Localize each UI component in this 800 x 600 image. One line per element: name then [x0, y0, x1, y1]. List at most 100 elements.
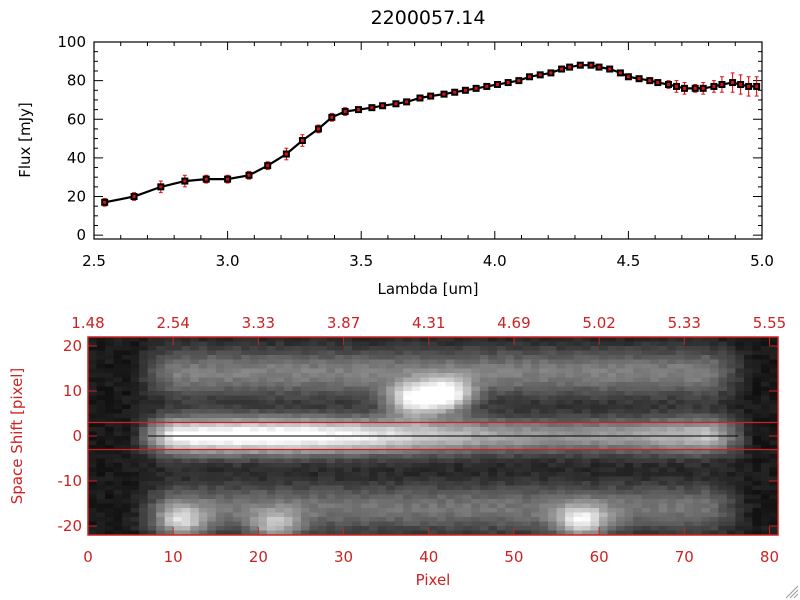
image-pixel [164, 467, 174, 473]
image-pixel [394, 337, 404, 342]
image-pixel [241, 485, 251, 491]
image-pixel [539, 337, 549, 342]
image-pixel [232, 445, 242, 450]
image-pixel [599, 472, 608, 477]
image-pixel [667, 440, 677, 446]
image-pixel [292, 409, 302, 414]
image-pixel [275, 400, 285, 405]
image-pixel [479, 364, 489, 369]
image-pixel [105, 404, 114, 410]
image-pixel [658, 350, 668, 356]
image-pixel [139, 391, 148, 396]
image-pixel [420, 427, 430, 432]
image-pixel [232, 422, 242, 428]
image-pixel [386, 422, 395, 428]
image-pixel [164, 530, 174, 536]
image-pixel [156, 337, 165, 342]
image-pixel [156, 391, 165, 396]
image-pixel [386, 517, 395, 522]
image-pixel [232, 436, 242, 441]
image-pixel [650, 476, 660, 482]
image-pixel [445, 503, 455, 509]
image-pixel [743, 422, 753, 428]
image-pixel [471, 418, 481, 423]
image-pixel [309, 499, 319, 504]
resize-grip[interactable] [785, 585, 799, 599]
image-panel: 0 10 20 30 40 50 60 70 80 1.48 2.54 3.33 3.87 4.31 4.… [8, 314, 786, 589]
image-pixel [539, 364, 549, 369]
image-pixel [437, 386, 447, 392]
image-pixel [283, 413, 293, 419]
image-pixel [650, 436, 660, 441]
image-pixel [445, 436, 455, 441]
image-pixel [139, 458, 148, 464]
image-pixel [692, 431, 702, 437]
image-pixel [198, 337, 208, 342]
image-pixel [283, 440, 293, 446]
image-pixel [667, 508, 677, 513]
image-pixel [684, 418, 694, 423]
chart-title: 2200057.14 [371, 7, 486, 29]
image-pixel [573, 364, 583, 369]
image-pixel [241, 377, 251, 383]
image-pixel [599, 530, 608, 536]
image-pixel [411, 526, 421, 531]
image-pixel [684, 409, 694, 414]
image-pixel [743, 391, 753, 396]
image-pixel [224, 476, 234, 482]
image-pixel [283, 422, 293, 428]
image-pixel [624, 364, 634, 369]
image-pixel [326, 391, 336, 396]
image-pixel [488, 499, 498, 504]
image-pixel [530, 368, 540, 374]
image-pixel [692, 395, 702, 401]
image-pixel [556, 400, 566, 405]
image-pixel [224, 521, 234, 527]
image-pixel [156, 494, 165, 500]
image-x-tick-label: 30 [334, 548, 353, 566]
image-pixel [266, 359, 276, 365]
image-pixel [335, 364, 344, 369]
image-pixel [718, 382, 728, 387]
image-pixel [522, 526, 532, 531]
image-pixel [147, 449, 157, 455]
image-pixel [692, 481, 702, 486]
image-pixel [684, 431, 694, 437]
image-pixel [684, 373, 694, 378]
image-pixel [190, 463, 200, 468]
image-pixel [454, 359, 464, 365]
image-pixel [565, 449, 574, 455]
image-pixel [249, 386, 259, 392]
image-pixel [607, 368, 617, 374]
image-pixel [539, 481, 549, 486]
image-pixel [760, 341, 770, 347]
image-pixel [266, 386, 276, 392]
image-pixel [258, 436, 268, 441]
image-pixel [471, 355, 481, 360]
image-pixel [156, 440, 165, 446]
image-pixel [743, 467, 753, 473]
image-pixel [565, 404, 574, 410]
image-pixel [658, 377, 668, 383]
image-pixel [684, 413, 694, 419]
image-pixel [539, 436, 549, 441]
image-pixel [565, 481, 574, 486]
image-pixel [326, 499, 336, 504]
image-pixel [352, 445, 361, 450]
image-pixel [513, 400, 523, 405]
image-pixel [769, 526, 779, 531]
image-pixel [760, 485, 770, 491]
image-pixel [292, 346, 302, 351]
image-pixel [582, 350, 591, 356]
image-pixel [633, 458, 643, 464]
image-pixel [616, 386, 625, 392]
image-pixel [88, 427, 97, 432]
image-pixel [496, 503, 506, 509]
image-pixel [454, 418, 464, 423]
image-pixel [318, 422, 327, 428]
image-pixel [539, 449, 549, 455]
image-pixel [292, 476, 302, 482]
image-pixel [505, 337, 515, 342]
image-pixel [556, 485, 566, 491]
image-pixel [326, 530, 336, 536]
